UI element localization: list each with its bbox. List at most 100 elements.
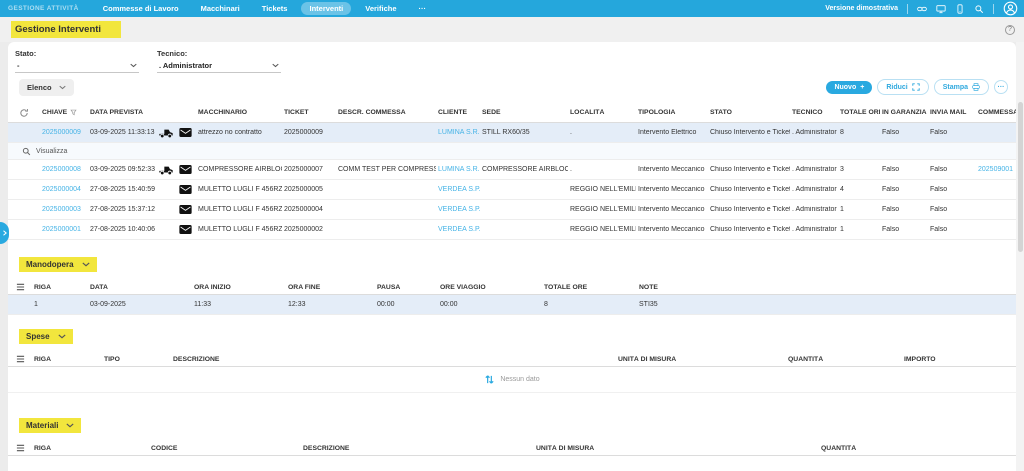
column-header-ticket[interactable]: TICKET (284, 109, 309, 116)
chevron-down-icon (81, 262, 90, 267)
column-header-invia-mail[interactable]: INVIA MAIL (930, 109, 967, 116)
materiali-table-header: RIGA CODICE DESCRIZIONE UNITÀ DI MISURA … (8, 441, 1016, 456)
topbar-divider (993, 3, 994, 14)
cliente-link[interactable]: VERDEA S.P.A (438, 186, 480, 193)
intervento-row[interactable]: 2025000001 27-08-2025 10:40:06 MULETTO L… (8, 220, 1016, 240)
cliente-link[interactable]: VERDEA S.P.A (438, 206, 480, 213)
column-header-in-garanzia[interactable]: IN GARANZIA (882, 109, 927, 116)
chevron-down-icon (66, 423, 75, 428)
column-header-tipologia[interactable]: TIPOLOGIA (638, 109, 676, 116)
sort-arrows-icon (485, 375, 494, 384)
stato-select[interactable]: - (15, 60, 139, 73)
menu-item-interventi[interactable]: Interventi (301, 2, 352, 15)
column-header-sede[interactable]: SEDE (482, 109, 501, 116)
truck-icon (159, 128, 173, 138)
chevron-down-icon (58, 85, 66, 89)
visualizza-action[interactable]: Visualizza (8, 143, 1016, 160)
stato-filter: Stato: - (15, 49, 139, 73)
chevron-down-icon (272, 63, 279, 68)
help-icon[interactable]: ? (1005, 24, 1015, 35)
menu-icon[interactable] (8, 444, 32, 452)
stampa-label: Stampa (942, 83, 968, 91)
spese-title: Spese (26, 332, 50, 341)
column-header-macchinario[interactable]: MACCHINARIO (198, 109, 248, 116)
column-header-tecnico[interactable]: TECNICO (792, 109, 823, 116)
filters-bar: Stato: - Tecnico: . Administrator (8, 42, 1016, 73)
chiave-link[interactable]: 2025000009 (42, 129, 81, 136)
manodopera-title: Manodopera (26, 260, 74, 269)
version-label: Versione dimostrativa (825, 5, 898, 12)
scrollbar-thumb[interactable] (1017, 102, 1023, 252)
chevron-right-icon (3, 230, 7, 236)
materiali-section-toggle[interactable]: Materiali (19, 418, 82, 433)
column-header-cliente[interactable]: CLIENTE (438, 109, 468, 116)
intervento-row[interactable]: 2025000009 03-09-2025 11:33:13 attrezzo … (8, 123, 1016, 143)
link-icon[interactable] (917, 4, 927, 14)
visualizza-label: Visualizza (36, 147, 68, 155)
phone-icon[interactable] (955, 3, 965, 14)
manodopera-table-header: RIGA DATA ORA INIZIO ORA FINE PAUSA ORE … (8, 280, 1016, 295)
spese-empty-state: Nessun dato (8, 367, 1016, 393)
truck-icon (159, 165, 173, 175)
search-icon[interactable] (974, 4, 984, 14)
manodopera-section-toggle[interactable]: Manodopera (19, 257, 97, 272)
materiali-title: Materiali (26, 421, 59, 430)
manodopera-row[interactable]: 1 03-09-2025 11:33 12:33 00:00 00:00 8 S… (8, 295, 1016, 315)
chiave-link[interactable]: 2025000004 (42, 186, 81, 193)
refresh-icon[interactable] (8, 108, 40, 118)
stato-value: - (17, 61, 20, 70)
collapse-icon (912, 83, 920, 91)
chiave-link[interactable]: 2025000003 (42, 206, 81, 213)
menu-icon[interactable] (8, 283, 32, 291)
tecnico-select[interactable]: . Administrator (157, 60, 281, 73)
column-header-stato[interactable]: STATO (710, 109, 732, 116)
riduci-button[interactable]: Riduci (877, 79, 929, 95)
menu-item-tickets[interactable]: Tickets (261, 4, 288, 13)
chiave-link[interactable]: 2025000008 (42, 166, 81, 173)
user-avatar-icon[interactable] (1003, 1, 1018, 16)
monitor-icon[interactable] (936, 4, 946, 14)
menu-item-verifiche[interactable]: Verifiche (365, 4, 397, 13)
commessa-link[interactable]: 202509001 (978, 166, 1014, 173)
chiave-link[interactable]: 2025000001 (42, 226, 81, 233)
filter-icon[interactable] (70, 109, 77, 116)
column-header-descr-commessa[interactable]: DESCR. COMMESSA (338, 109, 406, 116)
menu-item-commesse[interactable]: Commesse di Lavoro (102, 4, 179, 13)
mail-icon (179, 225, 192, 234)
column-header-data-prevista[interactable]: DATA PREVISTA (90, 109, 143, 116)
mail-icon (179, 185, 192, 194)
stampa-button[interactable]: Stampa (933, 79, 989, 95)
menu-item-macchinari[interactable]: Macchinari (200, 4, 240, 13)
cliente-link[interactable]: VERDEA S.P.A (438, 226, 480, 233)
column-header-totale-ore[interactable]: TOTALE ORE (840, 109, 880, 116)
main-menu: Commesse di Lavoro Macchinari Tickets In… (95, 2, 434, 15)
more-actions-button[interactable]: ··· (994, 80, 1008, 94)
tecnico-value: . Administrator (159, 61, 213, 70)
magnifier-icon (22, 147, 31, 155)
interventi-table: CHIAVE DATA PREVISTA MACCHINARIO TICKET … (8, 103, 1016, 240)
chevron-down-icon (58, 334, 66, 339)
elenco-label: Elenco (27, 82, 52, 92)
column-header-chiave[interactable]: CHIAVE (40, 109, 88, 116)
cliente-link[interactable]: LUMINA S.R.L (438, 166, 480, 173)
column-header-commessa[interactable]: COMMESSA (978, 109, 1016, 116)
nuovo-button[interactable]: Nuovo + (826, 80, 873, 94)
side-drawer-tab[interactable] (0, 222, 9, 244)
cliente-link[interactable]: LUMINA S.R.L (438, 129, 480, 136)
plus-icon: + (860, 83, 865, 91)
menu-icon[interactable] (8, 355, 32, 363)
printer-icon (972, 83, 980, 91)
page-header: Gestione Interventi ? (0, 17, 1024, 42)
mail-icon (179, 205, 192, 214)
menu-item-more[interactable]: ··· (418, 4, 427, 13)
topbar-right-tools: Versione dimostrativa (825, 1, 1018, 16)
vertical-scrollbar[interactable] (1016, 42, 1024, 471)
intervento-row[interactable]: 2025000003 27-08-2025 15:37:12 MULETTO L… (8, 200, 1016, 220)
elenco-button[interactable]: Elenco (19, 78, 74, 96)
toolbar: Elenco Nuovo + Riduci Stampa ··· (8, 73, 1016, 96)
column-header-localita[interactable]: LOCALITÀ (570, 109, 605, 116)
content-card: Stato: - Tecnico: . Administrator Elenco… (8, 42, 1016, 471)
intervento-row[interactable]: 2025000004 27-08-2025 15:40:59 MULETTO L… (8, 180, 1016, 200)
intervento-row[interactable]: 2025000008 03-09-2025 09:52:33 COMPRESSO… (8, 160, 1016, 180)
spese-section-toggle[interactable]: Spese (19, 329, 73, 344)
